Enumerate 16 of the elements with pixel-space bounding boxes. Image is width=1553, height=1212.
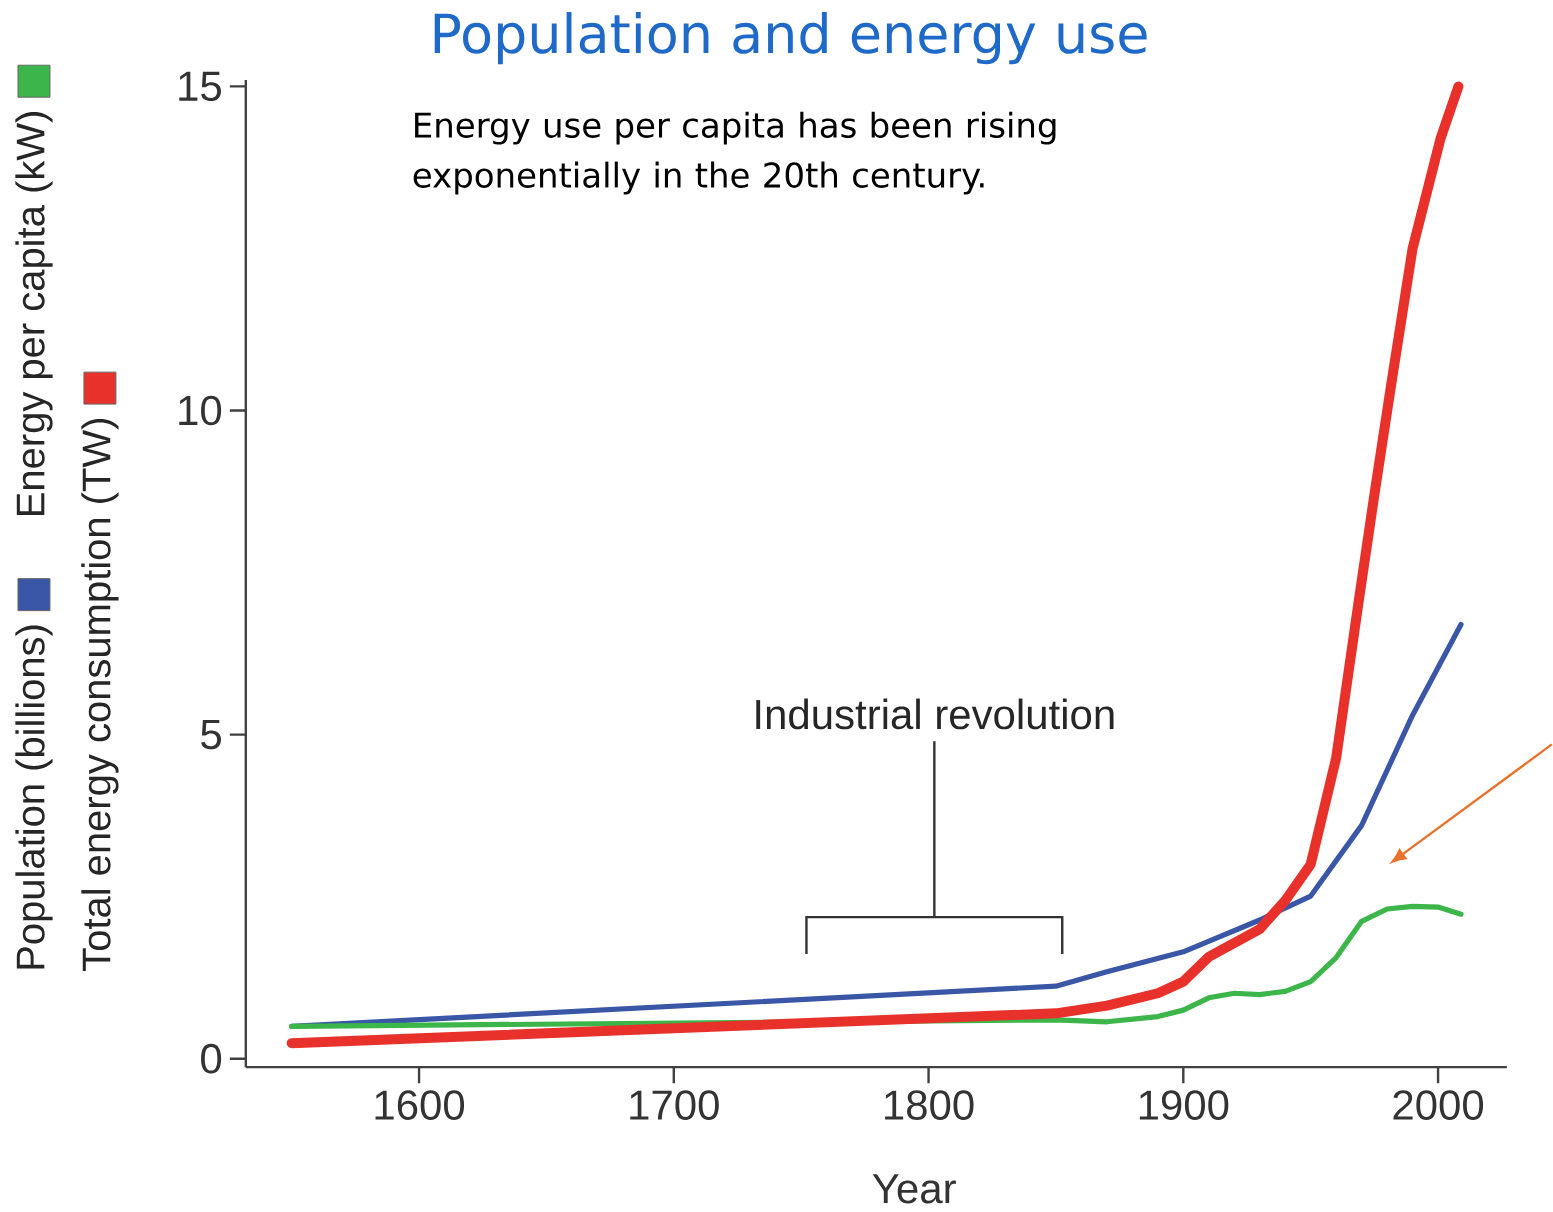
legend-label: Energy per capita (kW): [15, 112, 53, 515]
x-tick-label: 2000: [1393, 1090, 1484, 1120]
y-tick-label: 15: [179, 71, 221, 102]
x-tick-label: 1600: [375, 1090, 465, 1120]
legend-label: Total energy consumption (TW): [81, 419, 119, 971]
annotation: Industrial revolution: [756, 698, 1114, 730]
y-tick-label: 0: [201, 1043, 222, 1074]
chart-title: Population and energy use: [434, 12, 1147, 65]
y-tick-label: 10: [179, 395, 222, 426]
legend-label: Population (billions): [15, 625, 53, 969]
annotation: Energy use per capita has been rising exponentially in the 20th century.: [413, 111, 1056, 195]
x-tick-label: 1800: [885, 1090, 974, 1120]
x-tick-label: 1700: [630, 1090, 719, 1120]
y-tick-label: 5: [201, 719, 221, 750]
x-tick-label: 1900: [1139, 1090, 1229, 1120]
x-axis-title: Year: [872, 1174, 956, 1204]
